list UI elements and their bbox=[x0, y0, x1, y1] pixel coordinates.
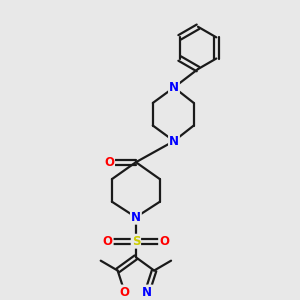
Text: O: O bbox=[159, 235, 169, 248]
Text: S: S bbox=[132, 235, 140, 248]
Text: O: O bbox=[120, 286, 130, 298]
Text: N: N bbox=[169, 134, 179, 148]
Text: N: N bbox=[131, 211, 141, 224]
Text: N: N bbox=[142, 286, 152, 298]
Text: O: O bbox=[104, 156, 114, 169]
Text: O: O bbox=[103, 235, 113, 248]
Text: N: N bbox=[169, 81, 179, 94]
